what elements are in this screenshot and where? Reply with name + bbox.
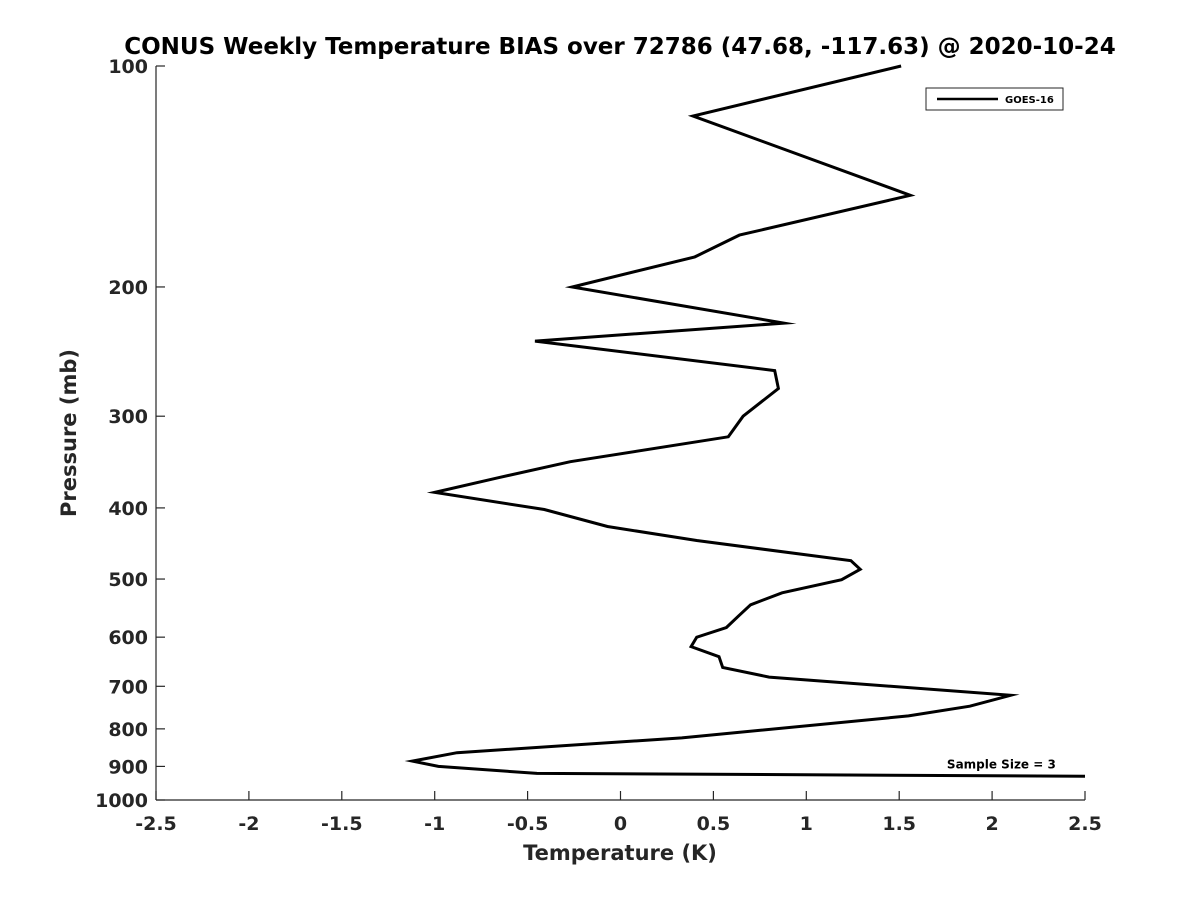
chart-title: CONUS Weekly Temperature BIAS over 72786… xyxy=(124,34,1115,60)
y-tick-label: 700 xyxy=(108,676,148,698)
y-tick-label: 900 xyxy=(108,756,148,778)
x-tick-label: 0.5 xyxy=(697,813,731,835)
x-axis-ticks: -2.5 -2 -1.5 -1 -0.5 0 0.5 1 1.5 2 2.5 xyxy=(135,791,1102,835)
y-tick-label: 300 xyxy=(108,406,148,428)
y-tick-label: 500 xyxy=(108,569,148,591)
legend: GOES-16 xyxy=(925,87,1064,111)
annotations: Sample Size = 3 xyxy=(947,758,1056,772)
plot-series xyxy=(404,64,1086,778)
x-tick-label: -1 xyxy=(424,813,445,835)
series-line-goes-16 xyxy=(404,64,1086,778)
x-tick-label: -0.5 xyxy=(507,813,549,835)
x-tick-label: 2 xyxy=(985,813,998,835)
y-tick-label: 400 xyxy=(108,498,148,520)
y-tick-label: 800 xyxy=(108,719,148,741)
y-axis-ticks: 100 200 300 400 500 600 700 800 900 1000 xyxy=(95,56,165,812)
x-tick-label: -1.5 xyxy=(321,813,363,835)
y-tick-label: 200 xyxy=(108,277,148,299)
x-tick-label: -2 xyxy=(238,813,259,835)
sample-size-annotation: Sample Size = 3 xyxy=(947,758,1056,772)
y-tick-label: 600 xyxy=(108,627,148,649)
y-tick-label: 1000 xyxy=(95,790,148,812)
x-tick-label: 2.5 xyxy=(1068,813,1102,835)
legend-label-goes-16: GOES-16 xyxy=(1005,95,1054,106)
y-axis-label: Pressure (mb) xyxy=(57,349,81,517)
y-tick-label: 100 xyxy=(108,56,148,78)
x-axis-label: Temperature (K) xyxy=(523,841,717,865)
x-tick-label: 0 xyxy=(614,813,627,835)
x-tick-label: 1.5 xyxy=(882,813,916,835)
x-tick-label: -2.5 xyxy=(135,813,177,835)
x-tick-label: 1 xyxy=(800,813,813,835)
